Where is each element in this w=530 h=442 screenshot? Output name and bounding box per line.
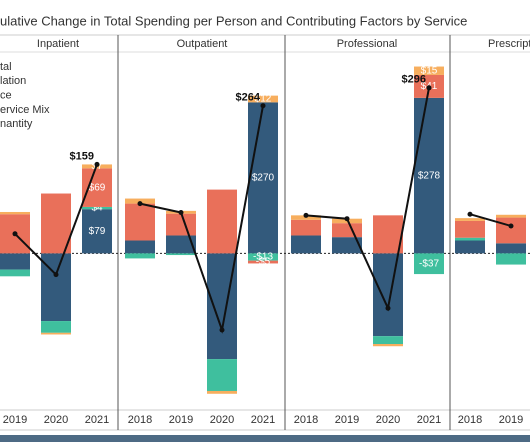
- total-point: [94, 161, 100, 167]
- panel-title: Prescript: [488, 38, 530, 50]
- bar-segment: [166, 253, 196, 256]
- x-tick-label: 2019: [169, 414, 193, 426]
- total-point: [344, 216, 350, 222]
- value-label: $12: [255, 94, 272, 105]
- total-point: [12, 231, 18, 237]
- bar-segment: [291, 219, 321, 236]
- x-tick-label: 2018: [294, 414, 318, 426]
- bar-segment: [82, 209, 112, 254]
- bar-segment: [82, 168, 112, 207]
- bar-segment: [373, 253, 403, 337]
- total-line: [139, 105, 264, 334]
- value-label: $79: [89, 226, 106, 237]
- value-label: $278: [418, 170, 441, 181]
- total-label: $264: [236, 92, 261, 104]
- bar-segment: [496, 253, 526, 265]
- bar-segment: [248, 102, 278, 254]
- bar-segment: [41, 332, 71, 335]
- panel-title: Inpatient: [37, 38, 79, 50]
- bar-segment: [0, 211, 30, 215]
- total-label: $159: [70, 150, 94, 162]
- total-line: [305, 87, 430, 312]
- x-tick-label: 2021: [251, 414, 275, 426]
- bar-segment: [125, 198, 155, 204]
- panel-title: Outpatient: [177, 38, 228, 50]
- total-point: [53, 272, 59, 278]
- value-label: -$13: [253, 252, 273, 263]
- x-tick-label: 2020: [44, 414, 68, 426]
- bar-segment: [332, 237, 362, 254]
- value-label: $69: [89, 182, 106, 193]
- legend-label: lation: [0, 75, 26, 87]
- bar-segment: [373, 215, 403, 254]
- bar-segment: [166, 213, 196, 236]
- bar-segment: [455, 218, 485, 221]
- total-point: [219, 327, 225, 333]
- legend-label: nantity: [0, 118, 33, 130]
- bar-segment: [414, 97, 444, 254]
- total-point: [426, 85, 432, 91]
- footer-bar: [0, 435, 530, 442]
- x-tick-label: 2020: [210, 414, 234, 426]
- total-point: [178, 210, 184, 216]
- value-label: $15: [421, 65, 438, 76]
- legend-label: ervice Mix: [0, 104, 50, 116]
- x-tick-label: 2021: [85, 414, 109, 426]
- bar-segment: [125, 253, 155, 259]
- total-line: [469, 213, 512, 227]
- x-tick-label: 2019: [335, 414, 359, 426]
- bar-segment: [248, 253, 278, 261]
- bar-segment: [455, 237, 485, 241]
- total-point: [508, 223, 514, 229]
- bar-segment: [496, 243, 526, 254]
- bar-segment: [291, 235, 321, 254]
- bar-segment: [207, 390, 237, 394]
- bar-segment: [41, 193, 71, 254]
- bar-segment: [373, 343, 403, 347]
- bar-segment: [125, 240, 155, 254]
- value-label: $4: [91, 203, 103, 214]
- total-point: [260, 103, 266, 109]
- x-tick-label: 2018: [458, 414, 482, 426]
- bar-segment: [373, 336, 403, 344]
- bar-segment: [248, 95, 278, 103]
- bar-segment: [41, 321, 71, 333]
- panel-title: Professional: [337, 38, 398, 50]
- legend-label: ce: [0, 90, 12, 102]
- bar-segment: [496, 214, 526, 218]
- value-label: -$37: [419, 258, 439, 269]
- total-label: $296: [402, 74, 426, 86]
- bar-segment: [207, 189, 237, 254]
- x-tick-label: 2020: [376, 414, 400, 426]
- bar-segment: [82, 206, 112, 210]
- bar-segment: [414, 253, 444, 275]
- bar-segment: [166, 235, 196, 254]
- value-label: $270: [252, 173, 275, 184]
- bar-segment: [455, 220, 485, 238]
- total-point: [467, 211, 473, 217]
- x-tick-label: 2021: [417, 414, 441, 426]
- legend-label: tal: [0, 61, 12, 73]
- bar-segment: [248, 260, 278, 264]
- x-tick-label: 2019: [499, 414, 523, 426]
- value-label: -$5: [256, 257, 271, 268]
- total-point: [137, 201, 143, 207]
- chart-title: ulative Change in Total Spending per Per…: [0, 13, 467, 28]
- total-point: [303, 212, 309, 218]
- x-tick-label: 2018: [128, 414, 152, 426]
- bar-segment: [0, 253, 30, 270]
- total-point: [385, 305, 391, 311]
- bar-segment: [455, 240, 485, 254]
- bar-segment: [496, 217, 526, 244]
- bar-segment: [207, 359, 237, 391]
- bar-segment: [414, 66, 444, 75]
- bar-segment: [0, 269, 30, 277]
- bar-segment: [332, 223, 362, 238]
- x-tick-label: 2019: [3, 414, 27, 426]
- bar-segment: [125, 203, 155, 241]
